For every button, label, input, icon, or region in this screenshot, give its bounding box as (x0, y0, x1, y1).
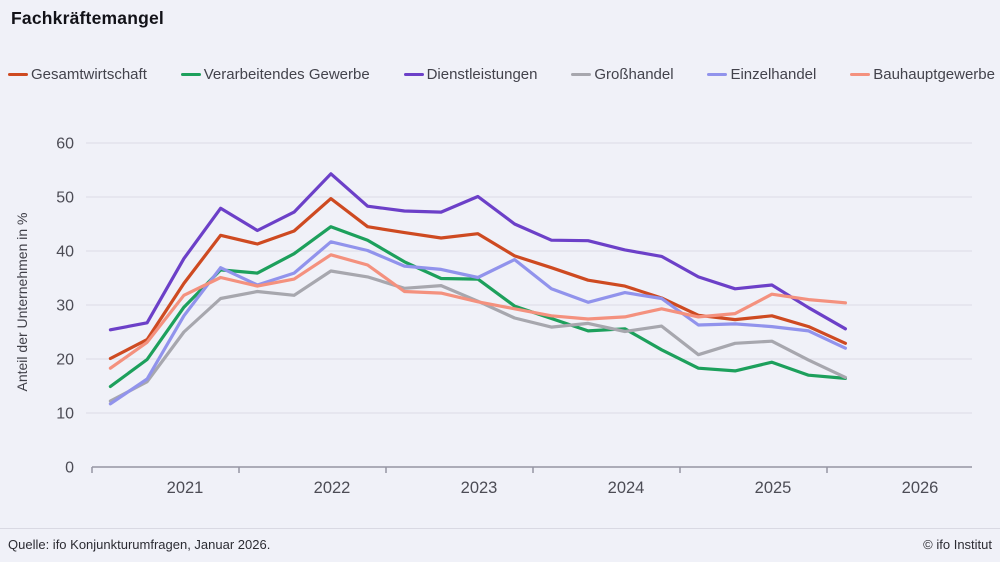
legend-item-gesamtwirtschaft: Gesamtwirtschaft (8, 66, 147, 83)
legend-item-bauhauptgewerbe: Bauhauptgewerbe (850, 66, 995, 83)
x-tick-label: 2022 (314, 479, 351, 497)
series-line-gro-handel (108, 269, 848, 403)
series-line-gesamtwirtschaft (108, 197, 848, 361)
y-tick-label: 40 (56, 244, 74, 261)
legend-label: Gesamtwirtschaft (31, 66, 147, 83)
x-tick-label: 2023 (461, 479, 498, 497)
gesamtwirtschaft-swatch (8, 72, 28, 77)
series-line-dienstleistungen (108, 172, 848, 332)
legend-label: Einzelhandel (730, 66, 817, 83)
legend-label: Verarbeitendes Gewerbe (203, 66, 370, 83)
y-tick-label: 0 (65, 460, 74, 477)
x-tick-label: 2025 (755, 479, 792, 497)
legend-label: Großhandel (594, 66, 674, 83)
x-tick-label: 2021 (167, 479, 204, 497)
footer: Quelle: ifo Konjunkturumfragen, Januar 2… (8, 537, 992, 552)
series-line-einzelhandel (108, 240, 848, 406)
bauhauptgewerbe-swatch (850, 72, 871, 77)
x-tick-label: 2024 (608, 479, 645, 497)
grosshandel-swatch (571, 72, 592, 77)
copyright-note: © ifo Institut (923, 537, 992, 552)
legend-item-dienstleistungen: Dienstleistungen (403, 66, 538, 83)
legend: Gesamtwirtschaft Verarbeitendes Gewerbe … (8, 66, 995, 83)
source-note: Quelle: ifo Konjunkturumfragen, Januar 2… (8, 537, 271, 552)
legend-label: Bauhauptgewerbe (873, 66, 995, 83)
series-line-bauhauptgewerbe (108, 253, 848, 370)
verarbeitendes-gewerbe-swatch (180, 72, 201, 77)
footer-divider (0, 528, 1000, 529)
legend-label: Dienstleistungen (426, 66, 538, 83)
page-title: Fachkräftemangel (11, 8, 164, 28)
legend-item-einzelhandel: Einzelhandel (707, 66, 816, 83)
y-tick-label: 20 (56, 352, 74, 369)
y-tick-label: 30 (56, 298, 74, 315)
y-tick-label: 50 (56, 190, 74, 207)
y-tick-label: 10 (56, 406, 74, 423)
legend-item-grosshandel: Großhandel (571, 66, 674, 83)
legend-item-verarbeitendes-gewerbe: Verarbeitendes Gewerbe (180, 66, 370, 83)
y-tick-label: 60 (56, 136, 74, 153)
dienstleistungen-swatch (403, 72, 424, 77)
x-tick-label: 2026 (902, 479, 939, 497)
einzelhandel-swatch (707, 72, 728, 77)
